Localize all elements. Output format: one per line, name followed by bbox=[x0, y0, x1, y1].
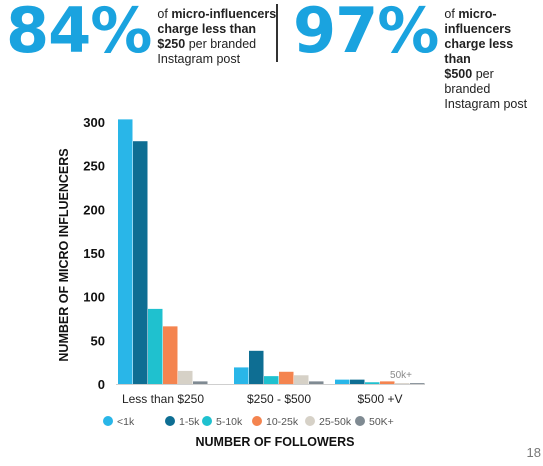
bar-2-4 bbox=[395, 383, 410, 384]
stat-right-line-4: Instagram post bbox=[444, 97, 528, 111]
page-number: 18 bbox=[526, 445, 541, 460]
y-tick-label: 100 bbox=[83, 290, 105, 305]
legend-label: 1-5k bbox=[179, 416, 200, 428]
y-tick-label: 0 bbox=[98, 377, 105, 392]
bar-1-2 bbox=[264, 376, 279, 384]
legend-swatch bbox=[202, 416, 212, 426]
x-tick-label: $250 - $500 bbox=[247, 392, 311, 406]
stat-right-description: of micro-influencers charge less than $5… bbox=[444, 7, 543, 112]
legend-label: 10-25k bbox=[266, 416, 299, 428]
legend-swatch bbox=[252, 416, 262, 426]
bar-1-4 bbox=[294, 375, 309, 384]
bar-1-0 bbox=[234, 367, 249, 384]
bar-2-5 bbox=[410, 383, 425, 384]
legend-swatch bbox=[305, 416, 315, 426]
stat-left-line-4: Instagram post bbox=[157, 52, 241, 66]
legend-label: 5-10k bbox=[216, 416, 243, 428]
y-axis-title: NUMBER OF MICRO INFLUENCERS bbox=[57, 148, 71, 361]
bar-2-3 bbox=[380, 381, 395, 384]
legend-swatch bbox=[355, 416, 365, 426]
bar-1-1 bbox=[249, 350, 264, 384]
y-tick-label: 300 bbox=[83, 115, 105, 130]
y-tick-label: 150 bbox=[83, 246, 105, 261]
legend-label: 25-50k bbox=[319, 416, 352, 428]
stat-right-line-2: charge less than bbox=[444, 37, 514, 66]
bar-0-2 bbox=[148, 308, 163, 384]
x-axis-title: NUMBER OF FOLLOWERS bbox=[195, 435, 354, 449]
bar-1-3 bbox=[279, 371, 294, 384]
stat-right: 97% of micro-influencers charge less tha… bbox=[293, 0, 543, 112]
bar-0-1 bbox=[133, 141, 148, 384]
stat-left-line-1: of micro-influencers bbox=[157, 7, 277, 21]
y-tick-label: 200 bbox=[83, 202, 105, 217]
stat-right-line-1: of micro-influencers bbox=[444, 7, 512, 36]
y-tick-label: 250 bbox=[83, 159, 105, 174]
bar-2-1 bbox=[350, 379, 365, 384]
legend-swatch bbox=[165, 416, 175, 426]
x-tick-label: Less than $250 bbox=[122, 392, 204, 406]
legend-label: 50K+ bbox=[369, 416, 394, 428]
stat-left-value: 84% bbox=[6, 0, 152, 67]
x-tick-label: $500 +V bbox=[357, 392, 402, 406]
stat-left-line-3: $250 per branded bbox=[157, 37, 257, 51]
bar-0-5 bbox=[193, 381, 208, 384]
bar-0-0 bbox=[118, 119, 133, 384]
bar-2-2 bbox=[365, 382, 380, 384]
stat-left: 84% of micro-influencers charge less tha… bbox=[6, 0, 276, 67]
y-tick-label: 50 bbox=[91, 333, 105, 348]
annotation-label: 50k+ bbox=[390, 370, 412, 381]
bar-1-5 bbox=[309, 381, 324, 384]
bar-0-3 bbox=[163, 326, 178, 384]
bar-0-4 bbox=[178, 370, 193, 384]
legend-swatch bbox=[103, 416, 113, 426]
stat-left-line-2: charge less than bbox=[157, 22, 257, 36]
header-divider bbox=[276, 4, 278, 62]
legend-label: <1k bbox=[117, 416, 135, 428]
stat-right-line-3: $500 per branded bbox=[444, 67, 494, 96]
stat-right-value: 97% bbox=[293, 0, 439, 67]
stat-left-description: of micro-influencers charge less than $2… bbox=[157, 7, 276, 67]
bar-2-0 bbox=[335, 379, 350, 384]
